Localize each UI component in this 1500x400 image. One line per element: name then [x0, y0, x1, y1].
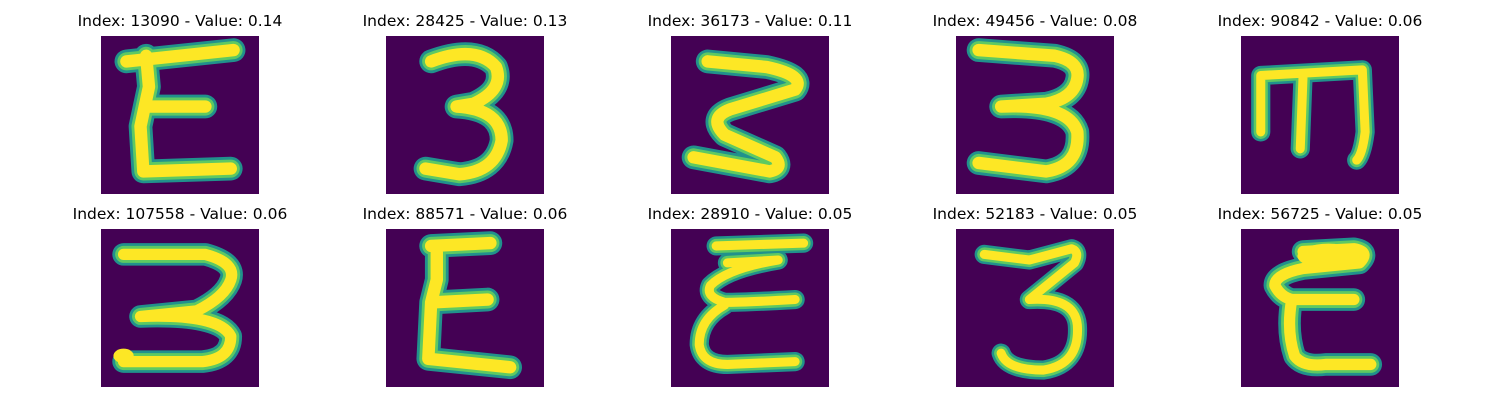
glyph-image: [1241, 229, 1399, 387]
grid-cell: Index: 90842 - Value: 0.06: [1218, 10, 1422, 194]
glyph-image: [101, 36, 259, 194]
grid-cell: Index: 56725 - Value: 0.05: [1218, 203, 1422, 387]
grid-cell: Index: 107558 - Value: 0.06: [73, 203, 287, 387]
grid-cell: Index: 88571 - Value: 0.06: [363, 203, 567, 387]
cell-title: Index: 13090 - Value: 0.14: [77, 12, 283, 30]
glyph-image: [671, 229, 829, 387]
cell-title: Index: 36173 - Value: 0.11: [647, 12, 853, 30]
grid-cell: Index: 13090 - Value: 0.14: [78, 10, 282, 194]
cell-title: Index: 88571 - Value: 0.06: [362, 205, 568, 223]
grid-cell: Index: 52183 - Value: 0.05: [933, 203, 1137, 387]
glyph-image: [386, 36, 544, 194]
glyph-image: [956, 229, 1114, 387]
cell-title: Index: 90842 - Value: 0.06: [1217, 12, 1423, 30]
cell-title: Index: 52183 - Value: 0.05: [932, 205, 1138, 223]
glyph-image: [1241, 36, 1399, 194]
grid-cell: Index: 28910 - Value: 0.05: [648, 203, 852, 387]
glyph-image: [956, 36, 1114, 194]
cell-title: Index: 107558 - Value: 0.06: [72, 205, 288, 223]
grid-cell: Index: 49456 - Value: 0.08: [933, 10, 1137, 194]
cell-title: Index: 49456 - Value: 0.08: [932, 12, 1138, 30]
glyph-image: [101, 229, 259, 387]
glyph-image: [671, 36, 829, 194]
cell-title: Index: 56725 - Value: 0.05: [1217, 205, 1423, 223]
cell-title: Index: 28910 - Value: 0.05: [647, 205, 853, 223]
cell-title: Index: 28425 - Value: 0.13: [362, 12, 568, 30]
glyph-image: [386, 229, 544, 387]
grid-cell: Index: 28425 - Value: 0.13: [363, 10, 567, 194]
grid-cell: Index: 36173 - Value: 0.11: [648, 10, 852, 194]
